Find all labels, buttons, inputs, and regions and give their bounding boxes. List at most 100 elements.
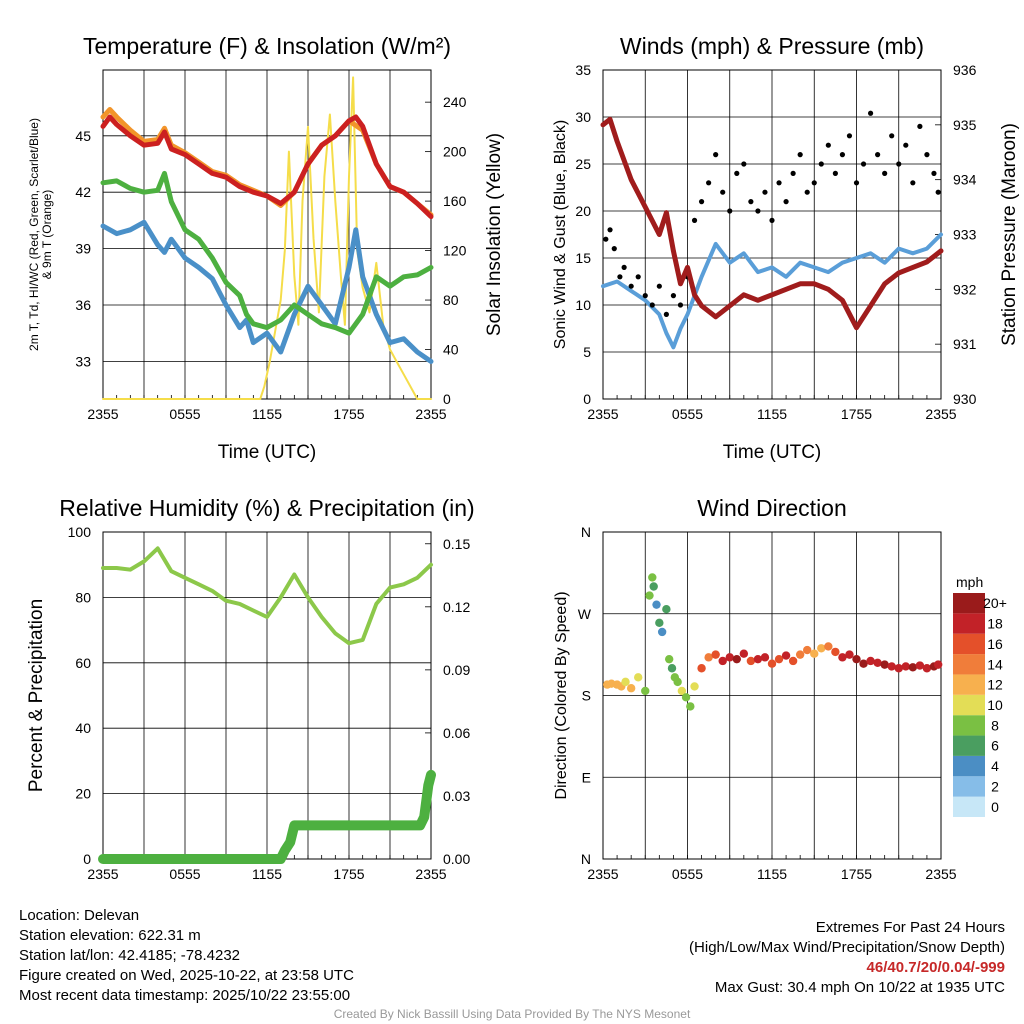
recent-data-text: Most recent data timestamp: 2025/10/22 2… (19, 987, 351, 1004)
gust-point (628, 283, 634, 289)
wind-direction-point (690, 682, 699, 691)
gust-point (804, 189, 810, 195)
y-tick-label: 0 (583, 391, 591, 407)
wind-direction-point (739, 649, 749, 658)
gust-point (642, 293, 648, 299)
wind-direction-point (781, 651, 791, 660)
gust-point (917, 123, 923, 129)
wind-direction-point (767, 659, 777, 668)
y-tick-label: 15 (575, 250, 591, 266)
y2-tick-label: 933 (953, 227, 977, 243)
y2-tick-label: 0.12 (443, 599, 470, 615)
chart-title: Winds (mph) & Pressure (mb) (620, 33, 924, 59)
wind-direction-point (795, 650, 805, 659)
y2-axis-label: Solar Insolation (Yellow) (484, 133, 505, 336)
colorbar-label: 8 (991, 717, 999, 733)
x-axis-label: Time (UTC) (723, 442, 822, 463)
wind-direction-point (810, 649, 819, 658)
extremes-legend: (High/Low/Max Wind/Precipitation/Snow De… (689, 939, 1005, 956)
gust-point (691, 217, 698, 223)
x-tick-label: 0555 (672, 866, 703, 882)
gust-point (818, 161, 824, 167)
y-tick-label: 35 (575, 62, 591, 78)
gust-point (663, 311, 669, 317)
y-tick-label: N (581, 851, 591, 867)
station-info: Location: Delevan Station elevation: 622… (19, 906, 354, 1006)
gust-point (607, 227, 613, 233)
gust-point (769, 217, 775, 223)
gust-point (670, 293, 677, 299)
y2-tick-label: 0.06 (443, 725, 470, 741)
y-tick-label: 42 (75, 184, 91, 200)
wind-direction-point (718, 656, 727, 666)
gust-point (882, 170, 888, 176)
y2-tick-label: 936 (953, 62, 977, 78)
colorbar-label: 2 (991, 778, 999, 794)
wind-direction-point (681, 693, 691, 702)
wind-direction-point (887, 662, 896, 671)
y-tick-label: 5 (583, 344, 591, 360)
y-tick-label: 10 (575, 297, 591, 313)
wind-direction-point (859, 659, 868, 668)
gust-point (935, 189, 941, 195)
x-tick-label: 2355 (87, 866, 118, 882)
wind-direction-point (664, 654, 674, 664)
y2-tick-label: 0.00 (443, 851, 470, 867)
colorbar-swatch (953, 694, 985, 716)
y2-tick-label: 930 (953, 391, 977, 407)
y-tick-label: 100 (68, 524, 92, 540)
colorbar-swatch (953, 633, 985, 655)
y-tick-label: S (582, 688, 591, 704)
colorbar-label: 0 (991, 799, 999, 815)
wind-direction-point (824, 642, 833, 651)
colorbar-label: 10 (987, 697, 1003, 713)
wind-direction-point (866, 656, 875, 666)
x-tick-label: 0555 (169, 866, 200, 882)
y-tick-label: 45 (75, 128, 91, 144)
y2-tick-label: 200 (443, 144, 467, 160)
y-axis-label: Percent & Precipitation (26, 599, 47, 792)
x-tick-label: 1755 (841, 406, 872, 422)
credit-text: Created By Nick Bassill Using Data Provi… (333, 1007, 691, 1021)
x-tick-label: 2355 (925, 866, 956, 882)
gust-point (889, 133, 895, 139)
colorbar-swatch (953, 715, 985, 736)
wind-direction-point (774, 654, 784, 664)
wind-direction-point (838, 653, 847, 662)
colorbar-label: 4 (991, 758, 999, 774)
x-tick-label: 2355 (415, 866, 446, 882)
wind-direction-point (697, 664, 706, 673)
wind-direction-point (655, 618, 664, 628)
y2-tick-label: 80 (443, 292, 459, 308)
gust-point (713, 152, 719, 158)
wind-direction-point (634, 673, 643, 682)
gust-point (783, 199, 789, 205)
y-tick-label: 60 (75, 655, 91, 671)
wind-direction-point (626, 684, 636, 693)
y-tick-label: 25 (575, 156, 591, 172)
x-tick-label: 2355 (87, 406, 118, 422)
x-tick-label: 2355 (587, 406, 618, 422)
y-tick-label: 36 (75, 297, 91, 313)
x-tick-label: 1155 (757, 866, 787, 882)
gust-point (825, 142, 831, 148)
wind-direction-point (880, 660, 889, 669)
wind-direction-point (845, 650, 854, 659)
gust-point (846, 133, 853, 139)
wind-direction-point (908, 663, 918, 672)
chart-title: Wind Direction (697, 495, 847, 521)
y2-tick-label: 120 (443, 243, 467, 259)
y-axis-label: 2m T, Td, HI/WC (Red, Green, Scarlet/Blu… (27, 118, 54, 351)
gust-point (635, 274, 641, 280)
y2-tick-label: 0 (443, 391, 451, 407)
gust-point (910, 180, 916, 186)
colorbar-title: mph (956, 574, 983, 590)
wind-direction-point (732, 654, 741, 664)
colorbar-label: 16 (987, 636, 1003, 652)
wind-direction-point (760, 653, 770, 662)
colorbar-swatch (953, 776, 985, 797)
y-tick-label: 0 (83, 851, 91, 867)
gust-point (617, 274, 623, 280)
wind-direction-point (901, 662, 910, 671)
